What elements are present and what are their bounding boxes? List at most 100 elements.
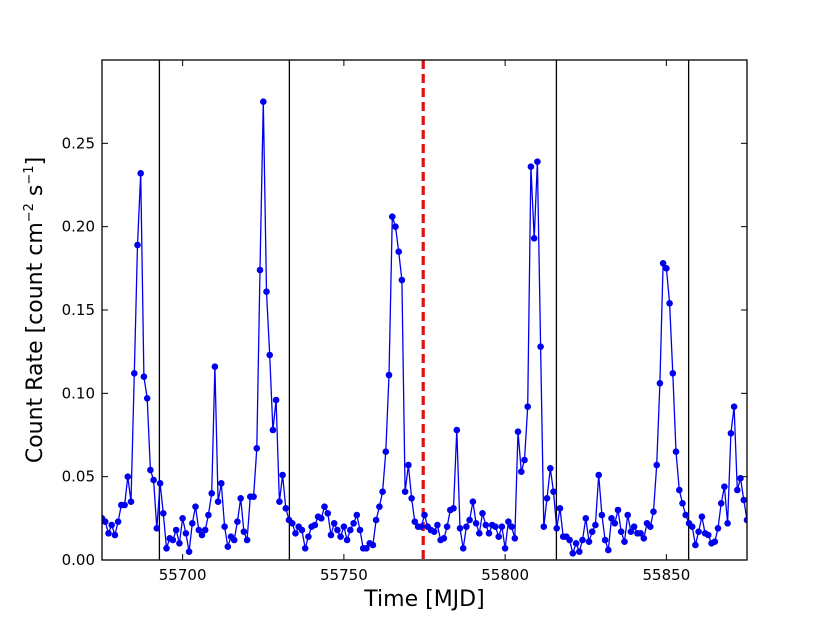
data-point <box>524 403 531 411</box>
data-point <box>434 521 441 529</box>
data-point <box>492 523 499 530</box>
data-point <box>147 466 154 474</box>
data-point <box>698 513 706 520</box>
x-axis-label: Time [MJD] <box>363 587 484 612</box>
data-point <box>501 545 509 552</box>
data-point <box>269 426 277 434</box>
data-point <box>717 500 725 507</box>
data-point <box>692 541 699 549</box>
data-point <box>198 531 206 539</box>
data-point <box>369 541 377 549</box>
data-point <box>356 526 364 534</box>
data-point <box>405 461 412 469</box>
data-point <box>272 396 280 404</box>
data-point <box>734 486 741 494</box>
data-point <box>108 521 115 529</box>
data-point <box>653 461 660 469</box>
data-point <box>276 498 283 506</box>
data-point <box>282 505 290 512</box>
data-point <box>240 528 248 535</box>
data-point <box>221 523 228 530</box>
data-point <box>343 536 351 544</box>
data-point <box>298 526 306 534</box>
data-point <box>679 500 686 507</box>
data-point <box>650 508 657 515</box>
data-point <box>350 520 357 527</box>
data-point <box>666 300 673 307</box>
data-point <box>518 468 525 476</box>
data-point <box>514 428 522 436</box>
data-point <box>508 523 515 530</box>
data-point <box>463 523 470 530</box>
data-point <box>430 528 438 535</box>
data-point <box>705 531 712 539</box>
data-point <box>105 530 112 537</box>
data-point <box>411 518 419 525</box>
data-point <box>353 511 361 519</box>
data-point <box>195 526 203 534</box>
data-point <box>663 265 670 272</box>
data-point <box>382 448 390 456</box>
data-point <box>459 545 467 552</box>
data-point <box>605 546 612 554</box>
data-point <box>540 523 548 530</box>
data-point <box>576 548 583 555</box>
data-point <box>301 545 309 552</box>
data-point <box>630 523 638 530</box>
data-point <box>176 540 183 547</box>
data-point <box>327 531 335 539</box>
data-point <box>453 426 461 434</box>
data-point <box>208 490 215 497</box>
data-point <box>505 518 512 525</box>
data-point <box>566 536 573 544</box>
data-point <box>401 488 409 496</box>
data-point <box>550 488 557 496</box>
data-point <box>169 536 177 544</box>
data-point <box>160 510 167 517</box>
data-point <box>340 523 348 530</box>
data-point <box>640 535 648 542</box>
data-point <box>727 430 735 437</box>
data-point <box>495 533 503 540</box>
data-point <box>318 515 325 522</box>
data-point <box>421 511 428 519</box>
data-point <box>485 530 493 537</box>
data-point <box>398 276 406 284</box>
data-point <box>682 511 689 519</box>
data-point <box>408 495 415 502</box>
y-tick-label: 0.20 <box>62 218 95 236</box>
data-point <box>450 505 457 512</box>
data-point <box>237 495 244 502</box>
y-tick-label: 0.05 <box>62 468 95 486</box>
data-point <box>266 351 274 359</box>
data-point <box>617 528 625 535</box>
data-point <box>330 520 338 527</box>
data-point <box>243 536 251 544</box>
data-point <box>556 505 564 512</box>
data-point <box>256 266 264 274</box>
data-point <box>740 496 747 504</box>
y-axis-label-mid: s <box>23 185 48 203</box>
data-point <box>443 523 451 530</box>
marker-lines <box>158 60 690 560</box>
data-point <box>192 503 199 511</box>
data-point <box>114 518 122 525</box>
data-point <box>547 465 554 472</box>
data-point <box>588 528 596 535</box>
data-point <box>466 516 473 524</box>
x-axis-ticks: 55700 55750 55800 55850 <box>159 60 690 584</box>
x-tick-label: 55750 <box>320 566 368 584</box>
y-tick-label: 0.10 <box>62 384 95 402</box>
data-point <box>224 543 232 550</box>
data-point <box>608 515 615 522</box>
data-point <box>472 520 480 527</box>
data-point <box>469 498 477 506</box>
data-point <box>624 511 631 519</box>
data-point <box>182 530 190 537</box>
data-point <box>479 510 486 517</box>
data-point <box>372 516 380 524</box>
x-tick-label: 55800 <box>481 566 529 584</box>
data-point <box>534 158 541 165</box>
data-point <box>111 531 119 539</box>
data-point <box>218 480 225 487</box>
